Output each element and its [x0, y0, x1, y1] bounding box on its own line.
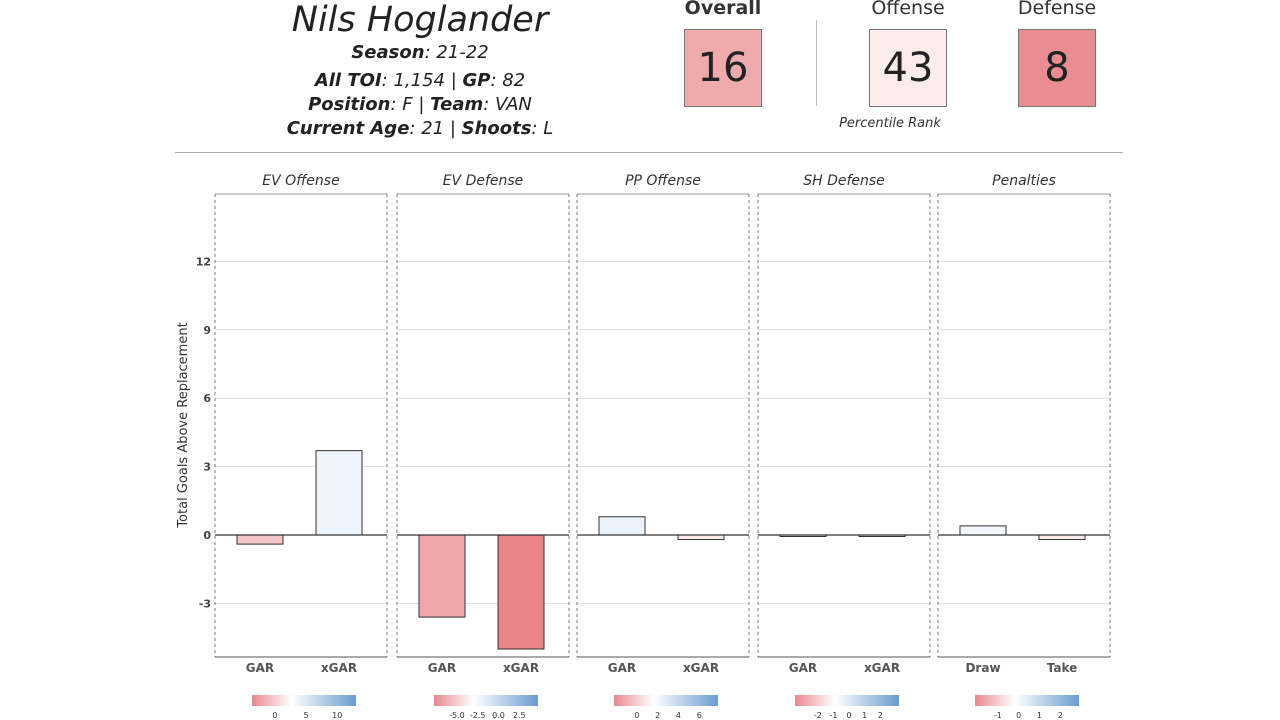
- legend-tick-label: 2: [1058, 711, 1063, 720]
- x-tick-label: xGAR: [503, 661, 539, 675]
- defense-label: Defense: [1017, 0, 1097, 19]
- y-axis-ticks: -3 0 3 6 9 12: [196, 255, 212, 610]
- panel-ev-offense: EV Offense GAR xGAR 0 5 10: [214, 173, 388, 720]
- y-tick-label: 6: [203, 392, 211, 405]
- legend-tick-label: -2: [814, 711, 822, 720]
- x-tick-label: xGAR: [683, 661, 719, 675]
- age-value: : 21 |: [409, 118, 462, 139]
- legend-tick-label: 1: [1037, 711, 1042, 720]
- gp-value: : 82: [490, 70, 526, 91]
- season-line: Season: 21-22: [230, 42, 610, 63]
- legend-tick-label: -5.0: [449, 711, 465, 720]
- offense-label: Offense: [871, 0, 945, 19]
- color-legend-bar: [795, 695, 899, 706]
- legend-tick-label: 0: [634, 711, 639, 720]
- legend-tick-label: 2: [878, 711, 883, 720]
- legend-tick-label: 10: [332, 711, 342, 720]
- season-value: : 21-22: [424, 42, 489, 63]
- legend-tick-label: 6: [697, 711, 702, 720]
- legend-tick-label: -1: [829, 711, 837, 720]
- panel-penalties: Penalties Draw Take -1 0 1 2: [937, 173, 1111, 720]
- panel-sh-defense: SH Defense GAR xGAR -2 -1 0 1 2: [757, 173, 931, 720]
- legend-tick-label: 5: [304, 711, 309, 720]
- x-tick-label: GAR: [608, 661, 636, 675]
- bar-xgar: [315, 450, 363, 536]
- panel-ev-defense: EV Defense GAR xGAR -5.0 -2.5 0.0 2.5: [396, 173, 570, 720]
- toi-gp-line: All TOI: 1,154 | GP: 82: [230, 70, 610, 91]
- x-tick-label: xGAR: [864, 661, 900, 675]
- shoots-value: : L: [531, 118, 554, 139]
- defense-rank-box: 8: [1018, 29, 1096, 107]
- team-value: : VAN: [483, 94, 532, 115]
- legend-tick-label: 2.5: [513, 711, 526, 720]
- overall-rank-box: 16: [684, 29, 762, 107]
- y-axis-label: Total Goals Above Replacement: [176, 322, 191, 528]
- x-tick-label: Take: [1047, 661, 1078, 675]
- color-legend-bar: [614, 695, 718, 706]
- panel-title: SH Defense: [803, 173, 885, 189]
- legend-tick-label: 0.0: [492, 711, 505, 720]
- bar-gar: [598, 516, 646, 536]
- player-name: Nils Hoglander: [291, 0, 549, 40]
- legend-tick-label: 2: [655, 711, 660, 720]
- panel-title: Penalties: [992, 173, 1056, 189]
- legend-tick-label: 0: [1016, 711, 1021, 720]
- color-legend-bar: [252, 695, 356, 706]
- y-tick-label: 0: [203, 529, 211, 542]
- y-tick-label: 9: [203, 324, 211, 337]
- percentile-rank-label: Percentile Rank: [839, 116, 941, 131]
- x-tick-label: GAR: [789, 661, 817, 675]
- panel-title: EV Offense: [262, 173, 339, 189]
- overall-label: Overall: [684, 0, 762, 19]
- offense-rank-box: 43: [869, 29, 947, 107]
- x-tick-label: Draw: [965, 661, 1000, 675]
- bar-xgar: [497, 534, 545, 650]
- x-tick-label: GAR: [246, 661, 274, 675]
- x-tick-label: xGAR: [321, 661, 357, 675]
- panel-title: PP Offense: [625, 173, 701, 189]
- legend-tick-label: 4: [676, 711, 681, 720]
- rank-divider: [816, 20, 817, 106]
- legend-tick-label: 0: [272, 711, 277, 720]
- color-legend-bar: [434, 695, 538, 706]
- y-tick-label: 3: [203, 461, 211, 474]
- legend-tick-label: 0: [847, 711, 852, 720]
- legend-tick-label: -2.5: [470, 711, 486, 720]
- team-label: Team: [430, 94, 484, 115]
- bar-gar: [418, 534, 466, 618]
- bar-draw: [959, 525, 1007, 536]
- toi-label: All TOI: [314, 70, 382, 91]
- panel-title: EV Defense: [443, 173, 524, 189]
- position-value: : F |: [390, 94, 431, 115]
- age-label: Current Age: [286, 118, 410, 139]
- x-tick-label: GAR: [428, 661, 456, 675]
- bar-gar: [236, 534, 284, 545]
- bar-xgar: [677, 534, 725, 541]
- color-legend-bar: [975, 695, 1079, 706]
- gp-label: GP: [462, 70, 491, 91]
- shoots-label: Shoots: [461, 118, 532, 139]
- position-label: Position: [308, 94, 391, 115]
- y-tick-label: -3: [199, 597, 211, 610]
- bar-take: [1038, 534, 1086, 541]
- legend-tick-label: -1: [994, 711, 1002, 720]
- position-team-line: Position: F | Team: VAN: [230, 94, 610, 115]
- toi-value: : 1,154 |: [381, 70, 463, 91]
- season-label: Season: [351, 42, 425, 63]
- panel-pp-offense: PP Offense GAR xGAR 0 2 4 6: [576, 173, 750, 720]
- age-shoots-line: Current Age: 21 | Shoots: L: [230, 118, 610, 139]
- header-divider: [175, 152, 1123, 153]
- legend-tick-label: 1: [862, 711, 867, 720]
- y-tick-label: 12: [196, 255, 211, 268]
